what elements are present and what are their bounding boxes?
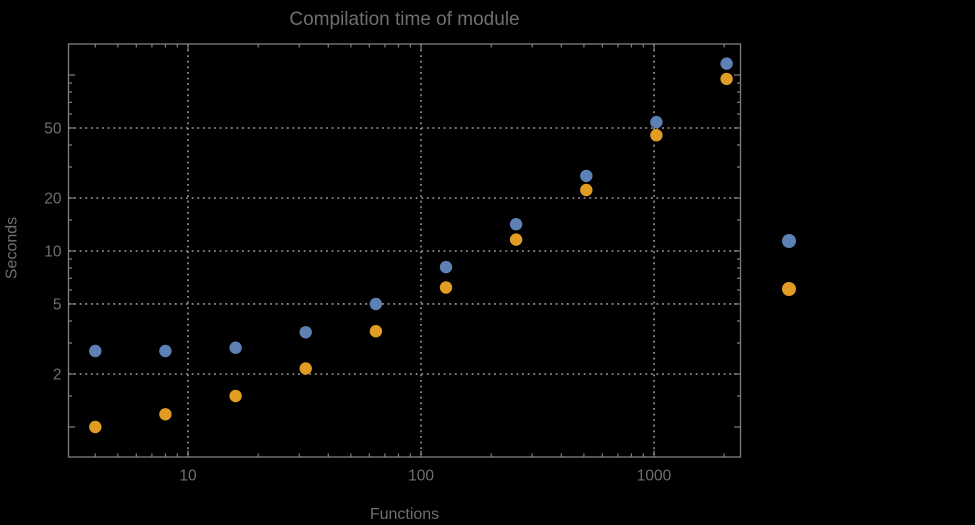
y-tick-label: 10 (44, 243, 62, 260)
x-tick-label: 100 (408, 468, 434, 485)
data-point-series-1 (720, 57, 733, 70)
data-point-series-2 (369, 325, 383, 338)
x-tick-label: 10 (179, 468, 197, 485)
data-point-series-1 (369, 297, 383, 311)
x-axis-label: Functions (370, 506, 439, 523)
data-point-series-2 (159, 408, 172, 421)
data-point-series-1 (159, 344, 172, 358)
data-point-series-1 (89, 344, 102, 358)
data-point-series-2 (509, 233, 523, 246)
data-points-layer (89, 57, 733, 434)
legend-marker-series-2 (782, 282, 796, 296)
legend (782, 234, 796, 296)
data-point-series-2 (299, 362, 312, 375)
y-tick-label: 2 (53, 366, 62, 383)
y-tick-label: 50 (44, 120, 62, 137)
data-point-series-2 (89, 420, 102, 434)
y-tick-label: 20 (44, 190, 62, 207)
x-tick-label: 1000 (637, 468, 672, 485)
data-point-series-1 (439, 260, 453, 274)
data-point-series-2 (580, 183, 593, 197)
legend-marker-series-1 (782, 234, 796, 248)
data-point-series-1 (509, 218, 523, 231)
data-point-series-1 (580, 169, 593, 183)
ticks-layer: 10 100 1000 2 5 10 20 50 (44, 44, 741, 485)
y-tick-label: 5 (53, 296, 62, 313)
data-point-series-1 (299, 326, 312, 339)
chart-title: Compilation time of module (289, 9, 519, 30)
data-point-series-1 (229, 341, 242, 354)
y-axis-label: Seconds (4, 217, 21, 279)
data-point-series-2 (650, 129, 663, 142)
data-point-series-1 (650, 115, 663, 129)
data-point-series-2 (720, 72, 733, 86)
data-point-series-2 (229, 389, 242, 403)
data-point-series-2 (439, 281, 453, 294)
gridlines-layer (68, 44, 741, 457)
